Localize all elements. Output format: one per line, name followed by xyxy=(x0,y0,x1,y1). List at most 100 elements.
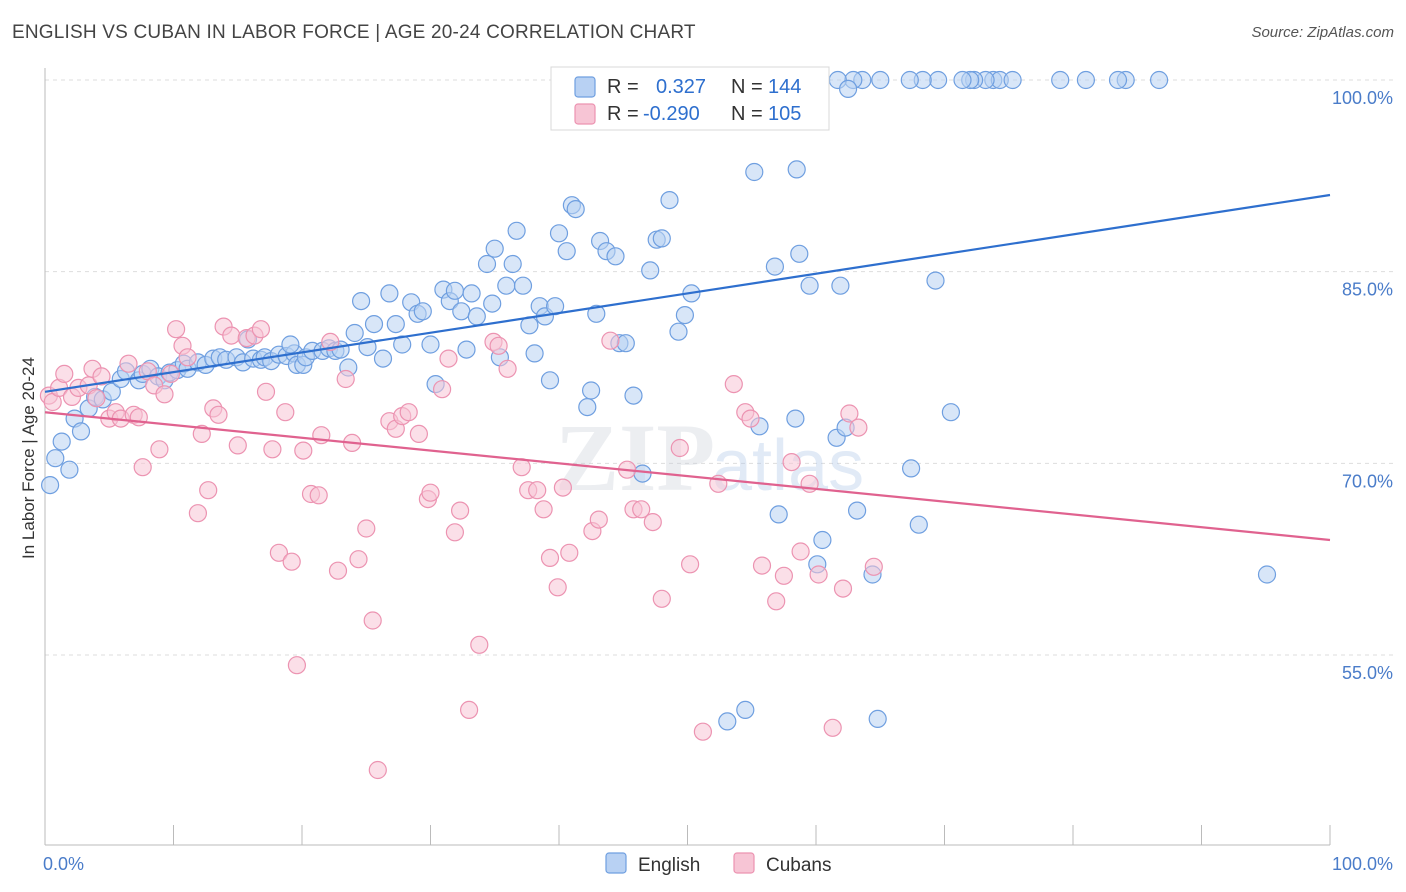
english-points xyxy=(40,70,1277,731)
legend-english-r-value: 0.327 xyxy=(656,76,706,98)
cubans-point xyxy=(399,403,418,422)
cubans-point xyxy=(560,543,579,562)
english-point xyxy=(467,307,486,326)
english-point xyxy=(525,344,544,363)
english-point xyxy=(1257,565,1277,584)
x-tick-labels: 0.0% 100.0% xyxy=(43,854,1393,874)
english-point xyxy=(503,254,522,274)
english-point xyxy=(507,221,526,240)
english-point xyxy=(928,70,948,90)
y-tick-labels: 100.0% 85.0% 70.0% 55.0% xyxy=(1332,88,1393,683)
english-point xyxy=(549,224,569,243)
cubans-point xyxy=(540,548,560,568)
english-point xyxy=(718,712,737,731)
cubans-point xyxy=(680,555,700,574)
legend-english-r-label: R = xyxy=(607,76,639,98)
source-label: Source: ZipAtlas.com xyxy=(1251,24,1394,41)
cubans-point xyxy=(87,389,106,408)
cubans-point xyxy=(251,320,270,339)
english-point xyxy=(765,257,785,276)
cubans-point xyxy=(368,760,387,780)
english-point xyxy=(578,398,597,417)
legend-cubans-r-value: -0.290 xyxy=(643,103,700,125)
cubans-point xyxy=(548,578,567,597)
cubans-point xyxy=(287,656,306,675)
english-point xyxy=(352,292,371,311)
cubans-point xyxy=(823,718,842,737)
cubans-trendline xyxy=(44,411,1331,542)
english-point xyxy=(813,530,832,550)
english-point xyxy=(345,323,364,343)
cubans-point xyxy=(133,458,152,477)
cubans-point xyxy=(294,441,313,460)
cubans-point xyxy=(328,561,348,580)
cubans-point xyxy=(433,380,452,399)
cubans-point xyxy=(349,550,368,569)
english-point xyxy=(1149,70,1169,90)
english-point xyxy=(1051,70,1070,90)
english-trendline xyxy=(44,193,1331,393)
english-point xyxy=(790,244,809,263)
series-legend-english: English xyxy=(638,855,700,876)
english-point xyxy=(557,242,576,261)
series-legend: English Cubans xyxy=(605,852,832,876)
cubans-point xyxy=(309,486,328,505)
english-point xyxy=(452,302,471,321)
cubans-point xyxy=(222,326,241,345)
english-point xyxy=(445,281,464,300)
cubans-point xyxy=(421,483,440,502)
english-point xyxy=(847,501,867,520)
axes xyxy=(44,68,1331,846)
watermark: ZIP atlas xyxy=(555,404,864,511)
english-point xyxy=(281,335,300,354)
cubans-point xyxy=(460,700,479,720)
cubans-point xyxy=(150,440,169,459)
english-point xyxy=(831,276,850,295)
cubans-point xyxy=(470,635,489,654)
cubans-point xyxy=(199,481,218,500)
cubans-point xyxy=(752,556,772,575)
english-point xyxy=(373,349,393,368)
cubans-point xyxy=(409,424,428,443)
cubans-point xyxy=(498,359,517,378)
stats-legend: R = 0.327 N = 144 R = -0.290 N = 105 xyxy=(550,66,830,131)
english-point xyxy=(587,304,606,323)
x-tick-label-0: 0.0% xyxy=(43,854,84,874)
legend-english-n-label: N = xyxy=(731,76,763,98)
english-point xyxy=(926,271,945,290)
cubans-point xyxy=(741,409,760,428)
y-tick-label-1: 85.0% xyxy=(1342,280,1393,300)
cubans-point xyxy=(670,438,689,458)
english-point xyxy=(457,340,476,359)
cubans-point xyxy=(269,543,288,562)
y-tick-label-2: 70.0% xyxy=(1342,471,1393,491)
legend-cubans-n-label: N = xyxy=(731,103,763,125)
english-point xyxy=(616,334,635,353)
cubans-point xyxy=(192,424,211,443)
english-point xyxy=(838,79,858,99)
legend-swatch-cubans xyxy=(574,103,596,125)
cubans-point xyxy=(92,367,111,386)
cubans-point xyxy=(809,565,828,584)
cubans-point xyxy=(643,512,662,532)
cubans-point xyxy=(528,481,547,500)
english-point xyxy=(46,449,65,468)
cubans-point xyxy=(693,722,713,741)
legend-english-n-value: 144 xyxy=(768,76,801,98)
english-point xyxy=(380,284,399,303)
cubans-point xyxy=(336,369,355,389)
cubans-point xyxy=(652,589,671,608)
cubans-point xyxy=(782,453,801,472)
x-tick-label-1: 100.0% xyxy=(1332,854,1393,874)
english-point xyxy=(909,515,928,534)
cubans-point xyxy=(363,611,382,630)
english-point xyxy=(769,505,788,524)
english-point xyxy=(60,460,79,479)
cubans-points xyxy=(39,317,883,780)
cubans-point xyxy=(321,332,340,351)
series-legend-cubans: Cubans xyxy=(766,855,832,876)
english-point xyxy=(462,284,481,303)
cubans-point xyxy=(228,436,247,455)
cubans-point xyxy=(840,404,859,423)
